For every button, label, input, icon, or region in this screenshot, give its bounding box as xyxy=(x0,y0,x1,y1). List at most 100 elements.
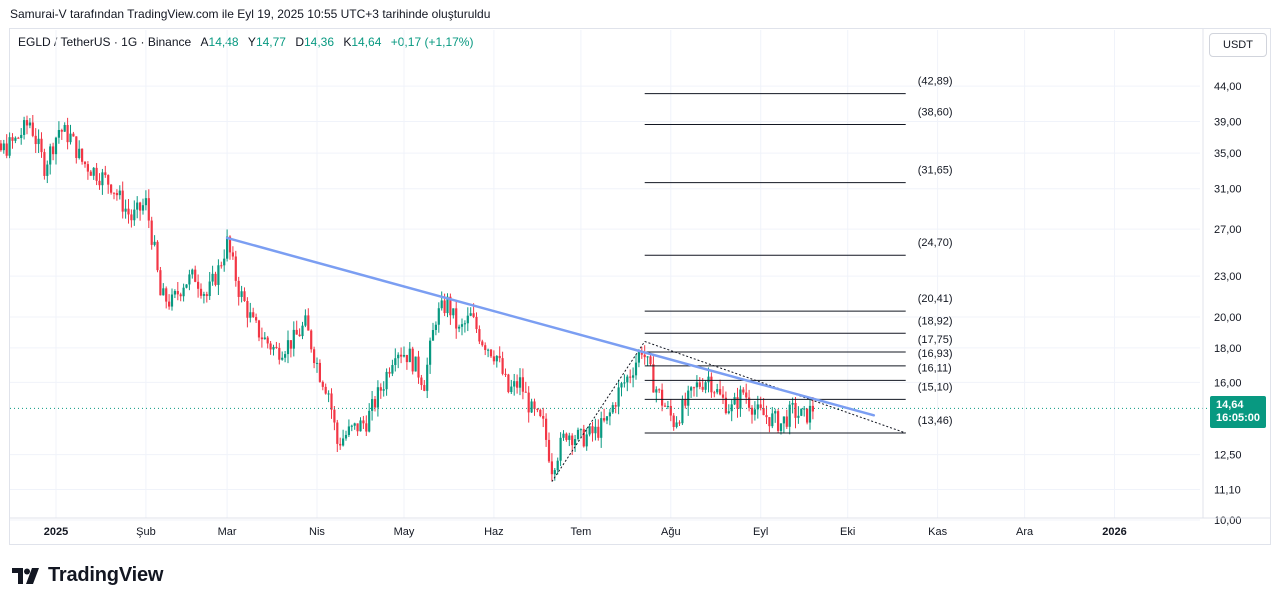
candle-body xyxy=(385,371,388,390)
candle-body xyxy=(603,418,606,421)
candle-body xyxy=(34,135,37,145)
candle-body xyxy=(336,422,339,444)
candle-body xyxy=(794,402,797,418)
candle-body xyxy=(440,300,443,309)
tradingview-logo-text: TradingView xyxy=(48,564,164,586)
candle-body xyxy=(110,184,113,193)
candle-body xyxy=(46,164,49,176)
candle-body xyxy=(811,405,814,412)
x-tick-label: Ara xyxy=(1016,526,1034,538)
low-value: 14,36 xyxy=(303,35,335,49)
candle-body xyxy=(304,315,307,326)
candle-body xyxy=(765,415,768,418)
candle-body xyxy=(11,137,14,141)
candle-body xyxy=(756,404,759,410)
candle-body xyxy=(405,354,408,363)
currency-button[interactable]: USDT xyxy=(1209,33,1267,57)
candle-body xyxy=(66,125,69,143)
x-tick-label: 2025 xyxy=(44,526,68,538)
candle-body xyxy=(484,345,487,351)
fib-level-label: (38,60) xyxy=(918,107,953,119)
x-tick-label: Mar xyxy=(218,526,237,538)
candle-body xyxy=(466,315,469,324)
symbol-name[interactable]: EGLD / TetherUS · 1G · Binance xyxy=(18,35,192,49)
candle-body xyxy=(611,405,614,413)
candle-body xyxy=(661,389,664,406)
x-tick-label: Ağu xyxy=(661,526,681,538)
candle-body xyxy=(5,143,8,156)
candle-body xyxy=(330,393,333,410)
candle-body xyxy=(504,373,507,375)
candle-body xyxy=(785,416,788,427)
high-value: 14,77 xyxy=(255,35,286,49)
y-tick-label: 31,00 xyxy=(1214,184,1242,196)
candle-body xyxy=(362,420,365,424)
y-tick-label: 12,50 xyxy=(1214,450,1242,462)
candle-body xyxy=(782,416,785,424)
candle-body xyxy=(165,288,168,302)
chart-created-note: Samurai-V tarafından TradingView.com ile… xyxy=(10,7,491,21)
low-label: D xyxy=(295,35,304,49)
y-tick-label: 39,00 xyxy=(1214,117,1242,129)
y-tick-label: 44,00 xyxy=(1214,81,1242,93)
candle-body xyxy=(327,393,330,395)
candle-body xyxy=(658,389,661,391)
x-tick-label: Tem xyxy=(571,526,592,538)
candle-body xyxy=(83,161,87,165)
candle-body xyxy=(72,133,75,137)
candle-body xyxy=(153,241,156,245)
candle-body xyxy=(562,433,565,438)
candle-body xyxy=(49,146,52,165)
candle-body xyxy=(197,281,200,289)
candle-body xyxy=(14,137,17,141)
candle-body xyxy=(298,334,301,337)
x-tick-label: Nis xyxy=(309,526,325,538)
close-label: K xyxy=(343,35,352,49)
candle-body xyxy=(516,381,519,388)
candle-body xyxy=(95,167,98,181)
candle-body xyxy=(414,356,417,372)
candle-body xyxy=(510,386,513,393)
candle-body xyxy=(434,324,437,330)
candle-body xyxy=(127,208,130,215)
candle-body xyxy=(777,411,780,431)
candle-body xyxy=(313,349,316,364)
candle-body xyxy=(736,397,739,409)
x-tick-label: Eyl xyxy=(753,526,768,538)
candle-body xyxy=(666,405,669,407)
candle-body xyxy=(524,391,527,393)
candle-body xyxy=(284,354,287,358)
candle-body xyxy=(527,392,530,413)
tradingview-logo[interactable]: TradingView xyxy=(12,564,163,587)
time-axis[interactable]: 2025 Şub Mar Nis May Haz Tem Ağu Eyl Eki Kas Ara 202… xyxy=(9,517,1271,538)
candle-body xyxy=(98,180,101,186)
candle-body xyxy=(724,397,727,414)
candle-body xyxy=(54,137,58,155)
candle-body xyxy=(69,133,72,143)
price-axis[interactable]: 44,00 39,00 35,00 31,00 27,00 23,00 20,00 18,00… xyxy=(1202,28,1242,527)
candle-body xyxy=(124,208,127,212)
candle-body xyxy=(678,422,681,424)
candle-body xyxy=(391,365,394,374)
x-tick-label: Kas xyxy=(928,526,947,538)
candle-body xyxy=(237,280,240,297)
last-price: 14,64 xyxy=(1216,399,1244,411)
candle-body xyxy=(356,423,359,432)
candle-body xyxy=(310,330,313,350)
candle-body xyxy=(634,362,638,376)
candle-body xyxy=(530,401,533,413)
candle-body xyxy=(675,422,678,427)
candle-body xyxy=(710,376,713,393)
candle-body xyxy=(701,386,704,390)
candle-body xyxy=(400,354,403,357)
candle-body xyxy=(721,394,725,398)
fib-level-label: (31,65) xyxy=(918,165,953,177)
tradingview-logo-icon xyxy=(12,567,39,584)
candle-body xyxy=(446,296,449,314)
candle-body xyxy=(487,349,490,351)
candle-body xyxy=(263,337,266,340)
close-value: 14,64 xyxy=(351,35,382,49)
candle-body xyxy=(513,381,516,387)
open-value: 14,48 xyxy=(208,35,239,49)
